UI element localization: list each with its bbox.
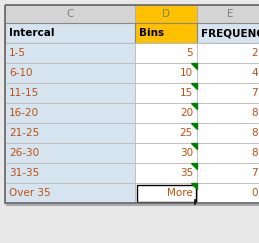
Polygon shape (191, 163, 197, 169)
Text: 15: 15 (180, 88, 193, 98)
Text: FREQUENCY: FREQUENCY (201, 28, 259, 38)
Bar (135, 183, 197, 203)
Text: 8: 8 (251, 148, 258, 158)
Text: 21-25: 21-25 (9, 128, 39, 138)
Text: Bins: Bins (139, 28, 164, 38)
Bar (5, 143, 135, 163)
Text: 30: 30 (180, 148, 193, 158)
Bar (5, 183, 135, 203)
Text: 7: 7 (251, 168, 258, 178)
Polygon shape (191, 83, 197, 89)
Text: Intercal: Intercal (9, 28, 54, 38)
Bar (197, 183, 259, 203)
Text: 7: 7 (251, 88, 258, 98)
Bar (5, 5, 135, 23)
Bar (5, 103, 135, 123)
Bar (135, 63, 197, 83)
Bar (135, 83, 197, 103)
Text: 4: 4 (251, 68, 258, 78)
Bar (135, 23, 197, 43)
Bar (197, 63, 259, 83)
Text: 2: 2 (251, 48, 258, 58)
Polygon shape (191, 123, 197, 129)
Bar (197, 143, 259, 163)
Bar (5, 43, 135, 63)
Bar (197, 103, 259, 123)
Bar (5, 63, 135, 83)
Bar (5, 5, 259, 203)
Polygon shape (191, 63, 197, 69)
Text: 5: 5 (186, 48, 193, 58)
Bar (135, 43, 197, 63)
Bar (197, 123, 259, 143)
Text: 10: 10 (180, 68, 193, 78)
Bar (197, 83, 259, 103)
Bar (5, 83, 135, 103)
Bar (135, 103, 197, 123)
Text: C: C (66, 9, 74, 19)
Text: 26-30: 26-30 (9, 148, 39, 158)
Bar (135, 143, 197, 163)
Bar (5, 163, 135, 183)
Text: 6-10: 6-10 (9, 68, 32, 78)
Text: 8: 8 (251, 108, 258, 118)
Text: 25: 25 (180, 128, 193, 138)
Bar (5, 23, 135, 43)
Text: 1-5: 1-5 (9, 48, 26, 58)
Text: 35: 35 (180, 168, 193, 178)
Text: D: D (162, 9, 170, 19)
Text: 16-20: 16-20 (9, 108, 39, 118)
Text: 0: 0 (251, 188, 258, 198)
Bar (197, 5, 259, 23)
Text: Over 35: Over 35 (9, 188, 51, 198)
Bar (135, 5, 197, 23)
Bar (136, 184, 196, 201)
Text: 31-35: 31-35 (9, 168, 39, 178)
Text: 20: 20 (180, 108, 193, 118)
Bar (5, 123, 135, 143)
Bar (135, 163, 197, 183)
Polygon shape (191, 103, 197, 109)
Text: 11-15: 11-15 (9, 88, 39, 98)
Polygon shape (191, 183, 197, 189)
Bar (197, 163, 259, 183)
Text: 8: 8 (251, 128, 258, 138)
Bar (197, 23, 259, 43)
Text: E: E (227, 9, 234, 19)
Bar (197, 43, 259, 63)
Bar (135, 123, 197, 143)
Text: More: More (167, 188, 193, 198)
Polygon shape (191, 143, 197, 149)
